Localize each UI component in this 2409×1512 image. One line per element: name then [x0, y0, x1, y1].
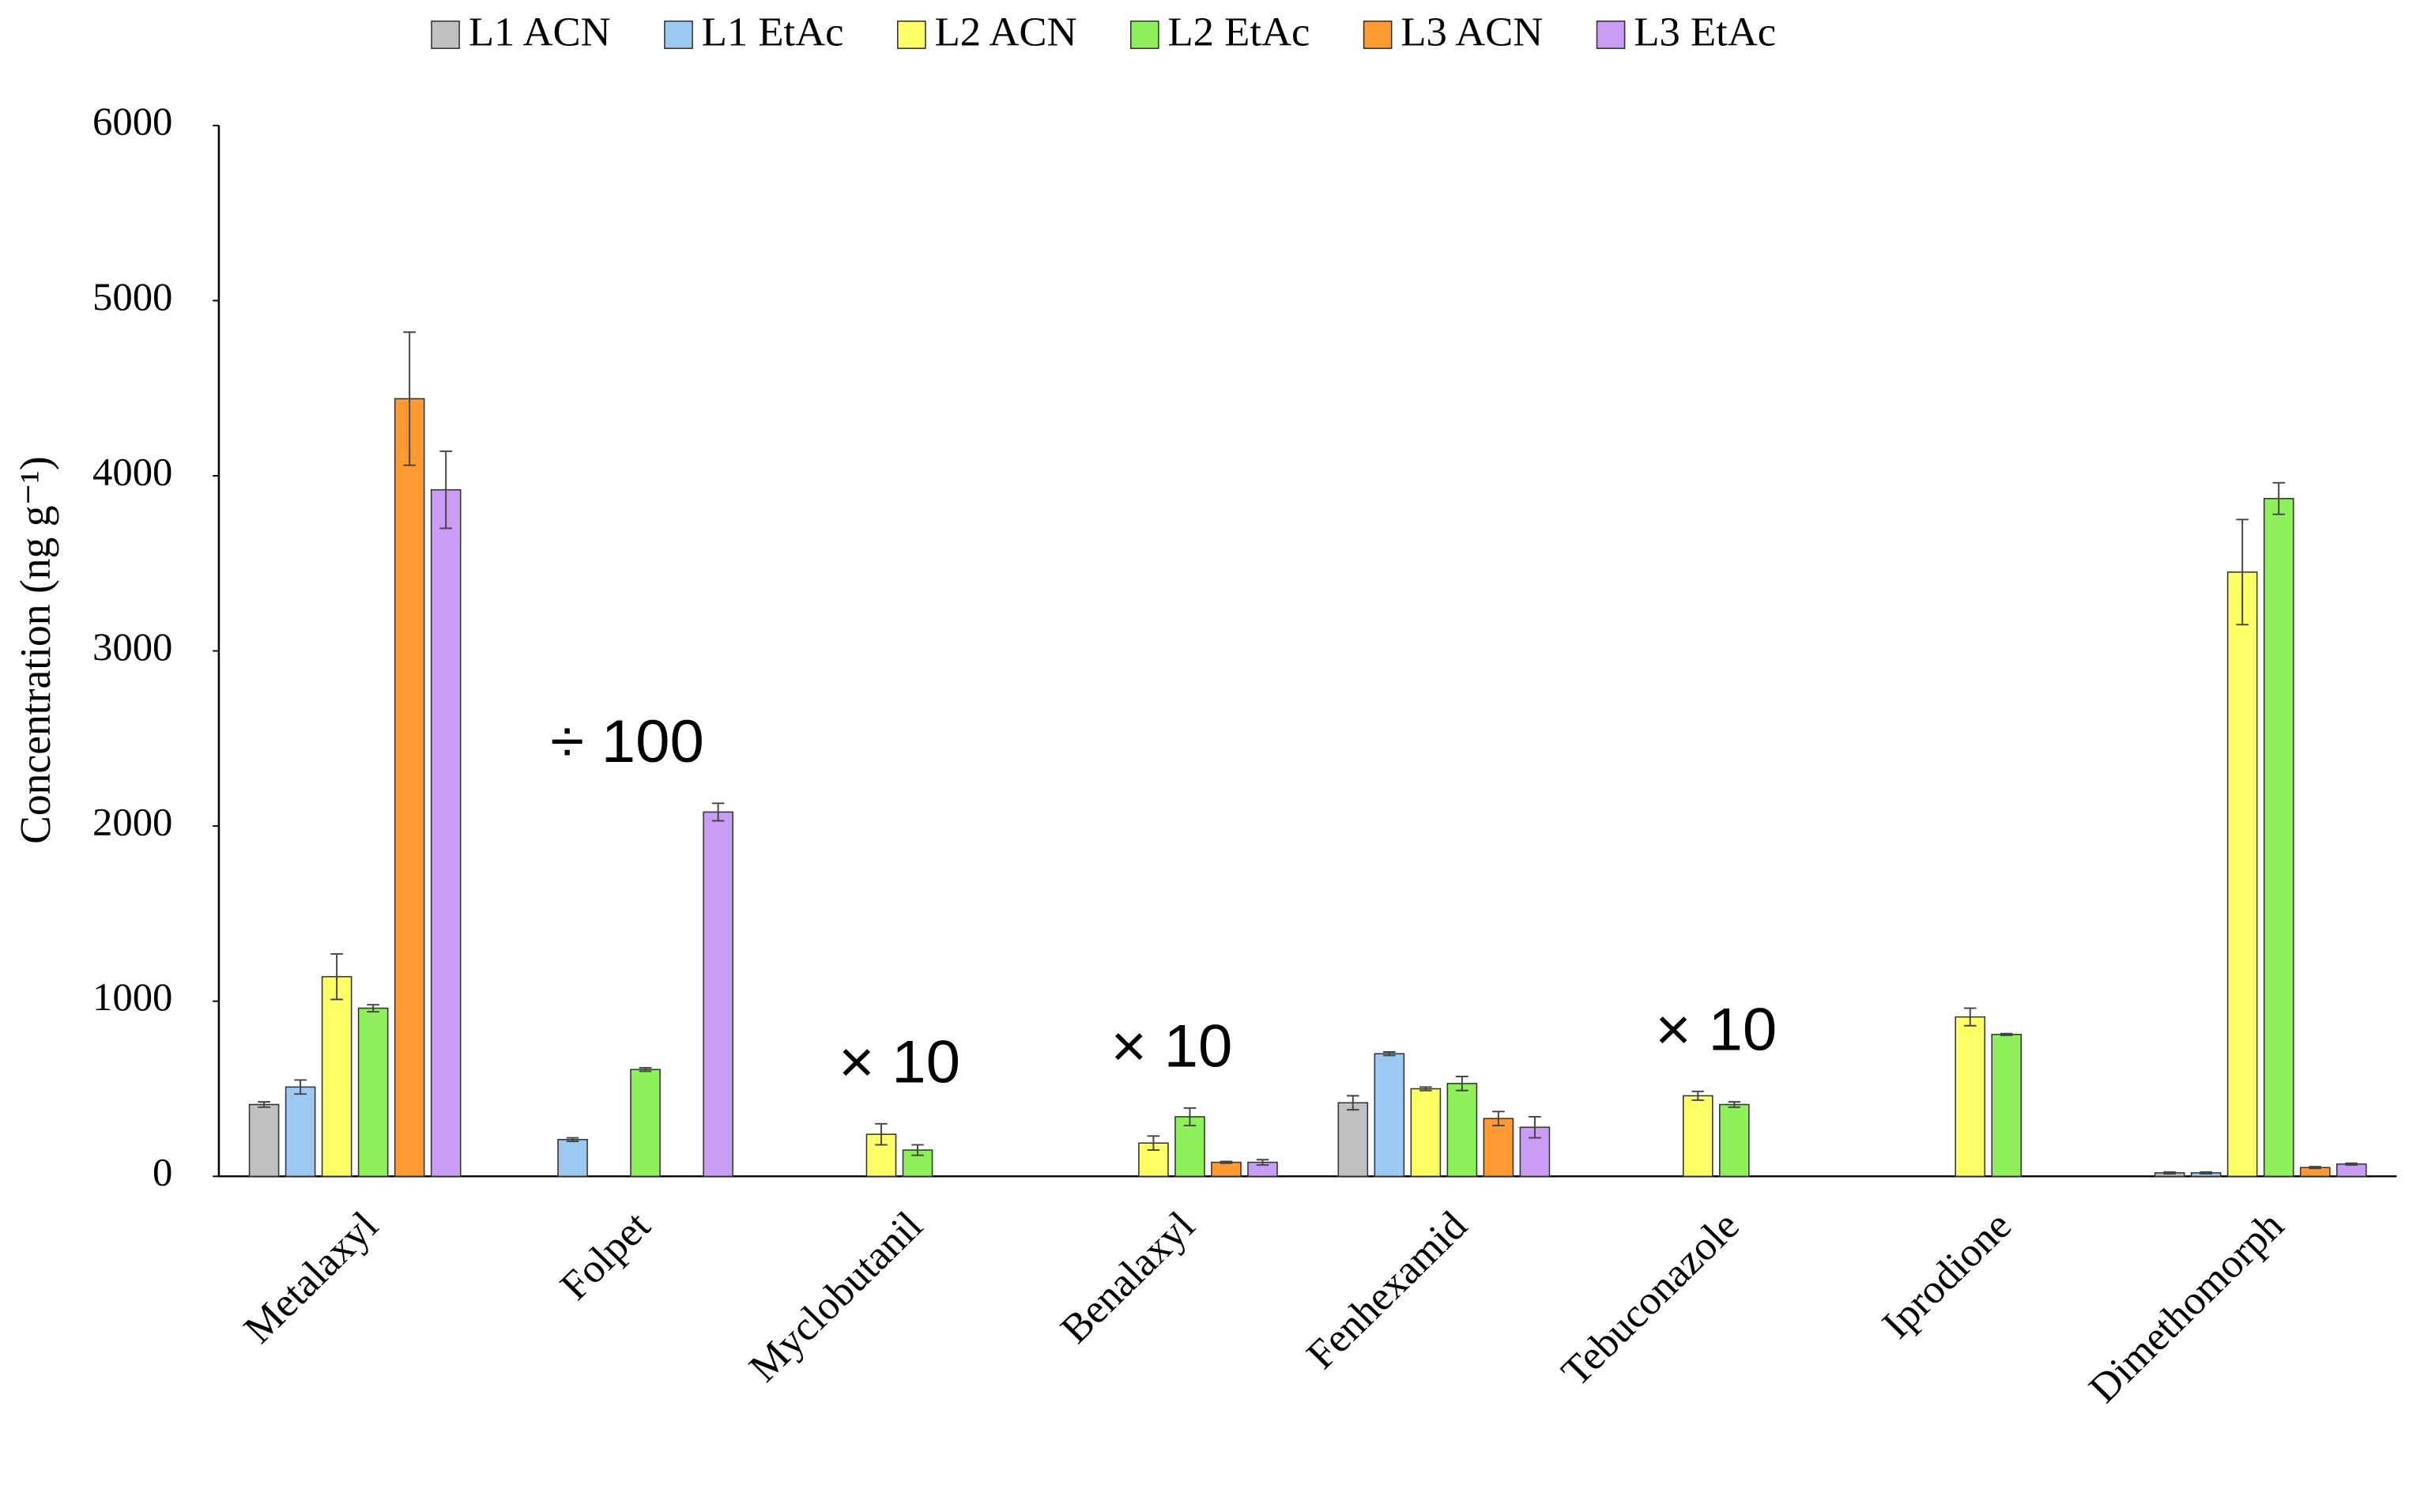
annotation: × 10 — [1655, 996, 1777, 1063]
error-bar — [2163, 1171, 2176, 1175]
y-tick-label: 4000 — [92, 450, 172, 493]
x-tick-label: Myclobutanil — [741, 1204, 931, 1391]
legend-swatch — [664, 21, 693, 49]
legend-label: L2 ACN — [935, 10, 1077, 55]
error-bar — [1419, 1086, 1432, 1092]
error-bar — [2272, 481, 2285, 515]
bar — [1410, 1088, 1442, 1178]
error-bar — [330, 952, 343, 1001]
error-bar — [367, 1004, 379, 1012]
error-bar — [1183, 1107, 1197, 1127]
error-bar — [1691, 1090, 1705, 1101]
bar — [1337, 1102, 1369, 1178]
y-axis-label: Concentration (ng g⁻¹) — [12, 456, 60, 844]
annotation: × 10 — [1110, 1012, 1232, 1080]
bar — [1682, 1095, 1713, 1178]
legend-swatch — [1363, 21, 1393, 49]
bar — [285, 1086, 316, 1178]
annotation: × 10 — [839, 1028, 960, 1095]
legend-label: L1 EtAc — [702, 10, 844, 55]
x-tick-label: Fenhexamid — [1299, 1204, 1476, 1378]
error-bar — [1147, 1135, 1160, 1152]
error-bar — [2236, 518, 2249, 626]
x-tick-label: Iprodione — [1874, 1204, 2020, 1348]
bar — [1955, 1016, 1986, 1178]
error-bar — [294, 1079, 307, 1095]
y-tick-label: 6000 — [92, 100, 172, 143]
legend-label: L2 EtAc — [1168, 10, 1310, 55]
y-tick-label: 5000 — [92, 274, 172, 318]
error-bar — [439, 450, 452, 530]
bar — [357, 1007, 389, 1178]
bar — [1719, 1103, 1750, 1178]
bar — [703, 811, 733, 1178]
error-bar — [1529, 1116, 1541, 1139]
bar — [1374, 1053, 1405, 1178]
x-tick-label: Dimethomorph — [2081, 1204, 2293, 1412]
x-tick-label: Tebuconazole — [1553, 1204, 1748, 1395]
legend-swatch — [1129, 21, 1159, 49]
error-bar — [911, 1144, 924, 1156]
bar — [2226, 571, 2258, 1178]
bar — [248, 1103, 280, 1178]
legend-label: L1 ACN — [469, 10, 611, 55]
error-bar — [1456, 1076, 1468, 1092]
legend-label: L3 ACN — [1401, 10, 1543, 55]
bar — [2335, 1163, 2367, 1178]
error-bar — [875, 1122, 888, 1146]
bar — [394, 398, 425, 1178]
error-bar — [711, 802, 725, 822]
bar — [430, 488, 462, 1178]
y-tick-label: 2000 — [92, 800, 172, 843]
x-tick-label: Metalaxyl — [236, 1204, 387, 1352]
error-bar — [1492, 1110, 1505, 1127]
y-tick-label: 0 — [153, 1150, 172, 1193]
legend-swatch — [897, 21, 926, 49]
error-bar — [258, 1101, 270, 1108]
legend-swatch — [1596, 21, 1626, 49]
bar — [557, 1139, 588, 1178]
error-bar — [1256, 1159, 1269, 1166]
y-tick-label: 1000 — [92, 975, 172, 1019]
error-bar — [403, 331, 416, 466]
bar — [1991, 1034, 2023, 1178]
error-bar — [2200, 1171, 2212, 1175]
error-bar — [1383, 1051, 1396, 1057]
error-bar — [1220, 1160, 1233, 1164]
error-bar — [566, 1137, 579, 1142]
legend-swatch — [431, 21, 460, 49]
bar — [1446, 1083, 1478, 1178]
bar — [321, 975, 352, 1178]
bar — [1174, 1116, 1205, 1178]
error-bar — [1347, 1095, 1359, 1111]
error-bar — [1728, 1101, 1741, 1108]
y-tick-label: 3000 — [92, 624, 172, 668]
error-bar — [1963, 1007, 1977, 1027]
bar — [630, 1069, 661, 1178]
error-bar — [2345, 1162, 2358, 1166]
error-bar — [639, 1066, 652, 1073]
bar — [1211, 1161, 1242, 1178]
legend-label: L3 EtAc — [1634, 10, 1776, 55]
x-tick-label: Benalaxyl — [1052, 1204, 1204, 1352]
x-tick-label: Folpet — [552, 1203, 659, 1309]
error-bar — [2309, 1166, 2322, 1170]
annotation: ÷ 100 — [550, 708, 704, 775]
bar — [2263, 497, 2294, 1178]
error-bar — [2000, 1032, 2013, 1036]
bar — [1483, 1118, 1514, 1178]
